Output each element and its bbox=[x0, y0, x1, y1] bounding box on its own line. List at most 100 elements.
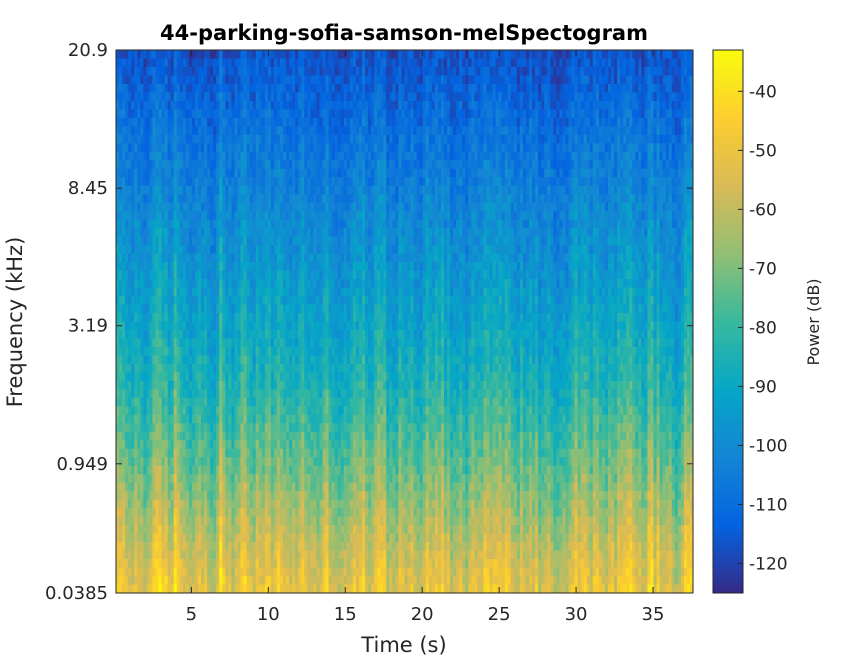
heatmap-cell bbox=[173, 185, 178, 195]
heatmap-cell bbox=[468, 92, 472, 102]
heatmap-cell bbox=[595, 143, 600, 153]
heatmap-cell bbox=[571, 100, 576, 110]
heatmap-cell bbox=[574, 117, 579, 127]
heatmap-cell bbox=[204, 160, 208, 170]
heatmap-cell bbox=[407, 177, 412, 187]
heatmap-cell bbox=[273, 83, 278, 94]
heatmap-cell bbox=[128, 75, 132, 85]
heatmap-cell bbox=[310, 58, 314, 68]
heatmap-cell bbox=[525, 75, 530, 85]
heatmap-cell bbox=[191, 58, 196, 68]
heatmap-cell bbox=[416, 109, 421, 119]
heatmap-cell bbox=[216, 160, 220, 170]
heatmap-cell bbox=[440, 100, 445, 110]
heatmap-cell bbox=[188, 58, 193, 68]
heatmap-cell bbox=[392, 160, 396, 170]
heatmap-cell bbox=[559, 168, 564, 178]
heatmap-cell bbox=[410, 177, 415, 187]
heatmap-cell bbox=[210, 75, 214, 85]
heatmap-cell bbox=[653, 100, 658, 110]
heatmap-cell bbox=[255, 100, 260, 110]
heatmap-cell bbox=[249, 66, 254, 77]
heatmap-cell bbox=[453, 92, 457, 102]
heatmap-cell bbox=[313, 58, 318, 68]
heatmap-cell bbox=[689, 58, 693, 68]
heatmap-cell bbox=[601, 75, 606, 85]
heatmap-cell bbox=[264, 143, 269, 153]
heatmap-cell bbox=[355, 83, 360, 94]
heatmap-cell bbox=[185, 134, 190, 144]
heatmap-cell bbox=[222, 151, 226, 161]
heatmap-cell bbox=[365, 134, 369, 144]
heatmap-cell bbox=[635, 185, 639, 195]
heatmap-cell bbox=[677, 134, 682, 144]
heatmap-cell bbox=[586, 126, 591, 136]
heatmap-cell bbox=[671, 151, 676, 161]
heatmap-cell bbox=[468, 66, 472, 77]
heatmap-cell bbox=[407, 75, 412, 85]
heatmap-cell bbox=[283, 177, 287, 187]
heatmap-cell bbox=[547, 50, 551, 60]
heatmap-cell bbox=[216, 50, 220, 60]
heatmap-cell bbox=[371, 58, 375, 68]
heatmap-cell bbox=[419, 117, 424, 127]
heatmap-cell bbox=[355, 143, 360, 153]
heatmap-cell bbox=[267, 160, 272, 170]
heatmap-cell bbox=[504, 66, 509, 77]
heatmap-cell bbox=[116, 83, 120, 94]
heatmap-cell bbox=[358, 83, 363, 94]
heatmap-cell bbox=[683, 160, 688, 170]
heatmap-cell bbox=[286, 185, 290, 195]
heatmap-cell bbox=[334, 160, 339, 170]
heatmap-cell bbox=[422, 126, 427, 136]
heatmap-cell bbox=[155, 160, 160, 170]
heatmap-cell bbox=[568, 143, 573, 153]
heatmap-cell bbox=[368, 177, 372, 187]
heatmap-cell bbox=[495, 151, 500, 161]
heatmap-cell bbox=[522, 83, 527, 94]
heatmap-cell bbox=[586, 66, 591, 77]
heatmap-cell bbox=[167, 92, 172, 102]
heatmap-cell bbox=[632, 58, 636, 68]
heatmap-cell bbox=[234, 160, 239, 170]
heatmap-cell bbox=[246, 109, 251, 119]
heatmap-cell bbox=[116, 168, 120, 178]
heatmap-cell bbox=[592, 143, 597, 153]
heatmap-cell bbox=[276, 75, 281, 85]
heatmap-cell bbox=[683, 168, 688, 178]
heatmap-cell bbox=[617, 143, 621, 153]
heatmap-cell bbox=[349, 75, 354, 85]
heatmap-cell bbox=[386, 160, 390, 170]
heatmap-cell bbox=[337, 50, 342, 60]
heatmap-cell bbox=[416, 134, 421, 144]
heatmap-cell bbox=[252, 160, 257, 170]
heatmap-cell bbox=[544, 160, 548, 170]
heatmap-cell bbox=[565, 100, 570, 110]
heatmap-cell bbox=[468, 185, 472, 195]
heatmap-cell bbox=[319, 126, 324, 136]
heatmap-cell bbox=[289, 126, 293, 136]
heatmap-cell bbox=[310, 66, 314, 77]
heatmap-cell bbox=[365, 160, 369, 170]
heatmap-cell bbox=[292, 151, 296, 161]
heatmap-cell bbox=[662, 50, 667, 60]
heatmap-cell bbox=[352, 109, 357, 119]
heatmap-cell bbox=[434, 75, 439, 85]
heatmap-cell bbox=[298, 126, 302, 136]
heatmap-cell bbox=[601, 185, 606, 195]
heatmap-cell bbox=[325, 134, 330, 144]
heatmap-cell bbox=[443, 66, 448, 77]
heatmap-cell bbox=[267, 100, 272, 110]
heatmap-cell bbox=[544, 92, 548, 102]
heatmap-cell bbox=[632, 177, 636, 187]
heatmap-cell bbox=[459, 160, 463, 170]
heatmap-cell bbox=[559, 126, 564, 136]
heatmap-cell bbox=[632, 185, 636, 195]
heatmap-cell bbox=[304, 100, 308, 110]
heatmap-cell bbox=[328, 92, 333, 102]
heatmap-cell bbox=[361, 117, 366, 127]
heatmap-cell bbox=[361, 50, 366, 60]
heatmap-cell bbox=[365, 126, 369, 136]
heatmap-cell bbox=[298, 75, 302, 85]
heatmap-cell bbox=[419, 168, 424, 178]
